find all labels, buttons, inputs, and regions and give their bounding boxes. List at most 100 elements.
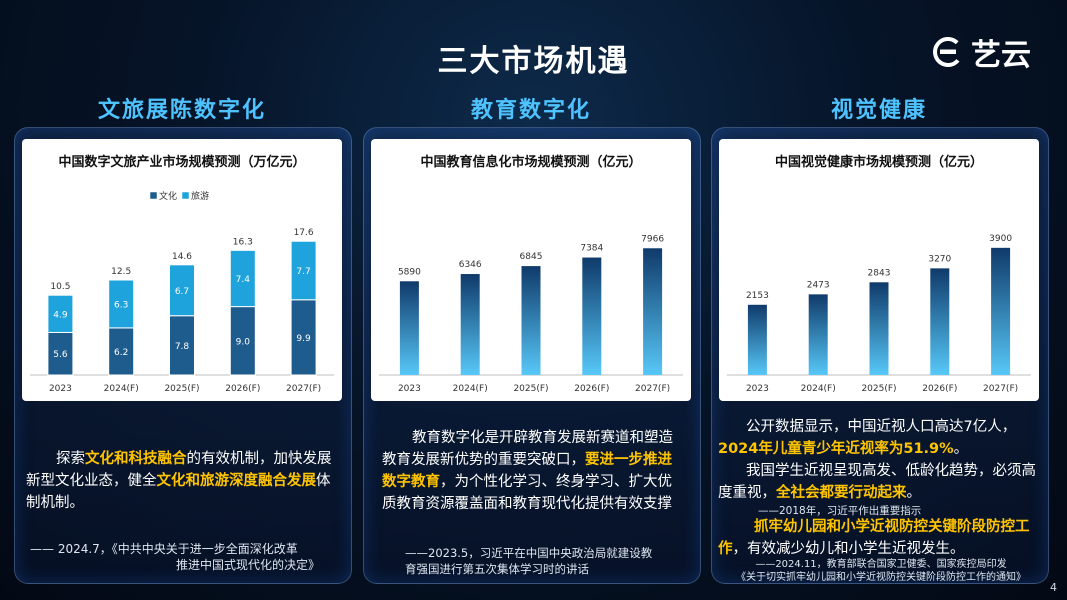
- total-label: 14.6: [172, 252, 192, 262]
- x-tick-label: 2025(F): [164, 384, 199, 394]
- paragraph-vision-2: 我国学生近视呈现高发、低龄化趋势，必须高度重视，全社会都要行动起来。: [718, 460, 1040, 504]
- chart-title: 中国教育信息化市场规模预测（亿元）: [420, 155, 642, 170]
- bar: [930, 268, 950, 375]
- highlight-text: 文化和科技融合: [85, 451, 187, 467]
- legend-swatch: [181, 191, 190, 200]
- paragraph-culture: 探索文化和科技融合的有效机制，加快发展新型文化业态，健全文化和旅游深度融合发展体…: [26, 448, 338, 514]
- data-label: 7.4: [236, 275, 251, 285]
- total-label: 17.6: [294, 228, 314, 238]
- citation-line: 育强国进行第五次集体学习时的讲话: [405, 562, 589, 576]
- citation-vision-1: ——2018年，习近平作出重要指示: [758, 505, 922, 517]
- bar-segment: [169, 264, 195, 317]
- text: 我国学生近视呈现高发、低龄化趋势，必须高度重视，: [718, 463, 1036, 501]
- chart-education: 中国教育信息化市场规模预测（亿元） 2023 2024(F) 2025(F) 2026…: [371, 139, 691, 401]
- x-tick-label: 2023: [398, 384, 421, 394]
- x-tick-label: 2027(F): [983, 384, 1018, 394]
- x-tick-label: 2023: [746, 384, 769, 394]
- total-label: 10.5: [50, 282, 70, 292]
- data-label: 7.8: [175, 342, 190, 352]
- legend-swatch: [149, 191, 158, 200]
- chart-title: 中国视觉健康市场规模预测（亿元）: [774, 155, 983, 170]
- x-tick-label: 2025(F): [861, 384, 896, 394]
- paragraph-education: 教育数字化是开辟教育发展新赛道和塑造教育发展新优势的重要突破口，要进一步推进数字…: [382, 427, 682, 515]
- text: 探索: [56, 451, 85, 467]
- data-label: 6.3: [114, 300, 128, 310]
- x-tick-label: 2024(F): [453, 384, 488, 394]
- legend-label: 文化: [159, 190, 177, 202]
- highlight-text: 全社会都要行动起来: [776, 485, 907, 501]
- bar-segment: [47, 331, 74, 376]
- chart-education-svg: 2023 2024(F) 2025(F) 2026(F) 2027(F) 5890 6346…: [379, 234, 683, 394]
- bar: [869, 282, 889, 375]
- x-tick-label: 2026(F): [922, 384, 957, 394]
- text: 体制机制。: [26, 473, 331, 511]
- chart-culture: 中国数字文旅产业市场规模预测（万亿元） 2023 2024(F) 2025(F) 20…: [22, 139, 342, 401]
- data-label: 7384: [580, 244, 603, 254]
- bar: [643, 248, 663, 375]
- chart-culture-svg: 2023 2024(F) 2025(F) 2026(F) 2027(F) 文化 旅游 5.6 4…: [30, 190, 334, 394]
- text: ，为个性化学习、终身学习、扩大优质教育资源覆盖面和教育现代化提供有效支撑: [382, 474, 672, 512]
- citation-line: 推进中国式现代化的决定》: [176, 558, 321, 572]
- section-title-culture: 文旅展陈数字化: [97, 98, 266, 123]
- text: 的有效机制，加快发展新型文化业态，健全: [26, 451, 332, 489]
- section-title-vision: 视觉健康: [830, 98, 927, 123]
- highlight-text: 2024年儿童青少年近视率为51.9%: [718, 441, 954, 457]
- total-label: 16.3: [233, 237, 253, 247]
- citation-line: 《关于切实抓牢幼儿园和小学近视防控关键阶段防控工作的通知》: [736, 572, 1026, 583]
- text: 公开数据显示，中国近视人口高达7亿人，: [746, 419, 1017, 435]
- text: ，有效减少幼儿和小学生近视发生。: [732, 541, 965, 557]
- bar: [747, 304, 767, 375]
- bar: [808, 294, 828, 375]
- x-tick-label: 2026(F): [225, 384, 260, 394]
- bar-segment: [47, 294, 74, 333]
- legend-label: 旅游: [191, 190, 209, 202]
- bar: [582, 257, 602, 375]
- data-label: 9.9: [296, 334, 311, 344]
- page-title: 三大市场机遇: [437, 44, 630, 79]
- citation-culture: —— 2024.7，《中共中央关于进一步全面深化改革 推进中国式现代化的决定》: [30, 541, 336, 573]
- chart-title: 中国数字文旅产业市场规模预测（万亿元）: [58, 155, 306, 170]
- data-label: 6.2: [114, 348, 128, 358]
- highlight-text: 抓牢幼儿园和小学近视防控关键阶段防控工作: [718, 519, 1030, 557]
- bar: [991, 247, 1011, 375]
- x-tick-label: 2027(F): [635, 384, 670, 394]
- bar-segment: [169, 315, 195, 376]
- x-tick-label: 2023: [49, 384, 72, 394]
- chart-vision: 中国视觉健康市场规模预测（亿元） 2023 2024(F) 2025(F) 2026(…: [719, 139, 1039, 401]
- brand: 艺云: [931, 30, 1031, 74]
- x-tick-label: 2024(F): [104, 384, 139, 394]
- bar-segment: [290, 240, 317, 301]
- data-label: 5.6: [53, 350, 68, 360]
- data-label: 9.0: [236, 337, 251, 347]
- highlight-text: 文化和旅游深度融合发展: [156, 473, 317, 489]
- highlight-text: 要进一步推进数字教育: [382, 452, 672, 490]
- paragraph-vision-3: 抓牢幼儿园和小学近视防控关键阶段防控工作，有效减少幼儿和小学生近视发生。: [718, 516, 1040, 560]
- text: 。: [953, 441, 969, 457]
- data-label: 2843: [868, 268, 891, 278]
- data-label: 2153: [746, 291, 769, 301]
- x-tick-label: 2025(F): [513, 384, 548, 394]
- citation-line: ——2023.5，习近平在中国中央政治局就建设教: [405, 546, 653, 560]
- data-label: 6346: [459, 260, 482, 270]
- data-label: 4.9: [53, 310, 68, 320]
- data-label: 6.7: [175, 287, 189, 297]
- chart-vision-svg: 2023 2024(F) 2025(F) 2026(F) 2027(F) 2153 2473…: [727, 234, 1031, 394]
- bar-segment: [108, 279, 135, 329]
- x-tick-label: 2024(F): [801, 384, 836, 394]
- data-label: 3900: [989, 234, 1012, 244]
- data-label: 7966: [641, 234, 664, 244]
- citation-line: ——2024.11，教育部联合国家卫健委、国家疾控局印发: [755, 559, 1007, 570]
- bar: [399, 281, 419, 375]
- bar-segment: [229, 249, 256, 308]
- brand-logo-icon: [933, 37, 963, 67]
- bar: [460, 274, 480, 375]
- data-label: 6845: [520, 252, 543, 262]
- brand-name: 艺云: [971, 38, 1031, 73]
- x-tick-label: 2026(F): [574, 384, 609, 394]
- data-label: 7.7: [296, 267, 310, 277]
- page-number: 4: [1050, 581, 1057, 594]
- citation-education: ——2023.5，习近平在中国中央政治局就建设教 育强国进行第五次集体学习时的讲…: [405, 545, 690, 577]
- data-label: 5890: [398, 267, 421, 277]
- paragraph-vision-1: 公开数据显示，中国近视人口高达7亿人， 2024年儿童青少年近视率为51.9%。: [718, 416, 1040, 460]
- total-label: 12.5: [111, 267, 131, 277]
